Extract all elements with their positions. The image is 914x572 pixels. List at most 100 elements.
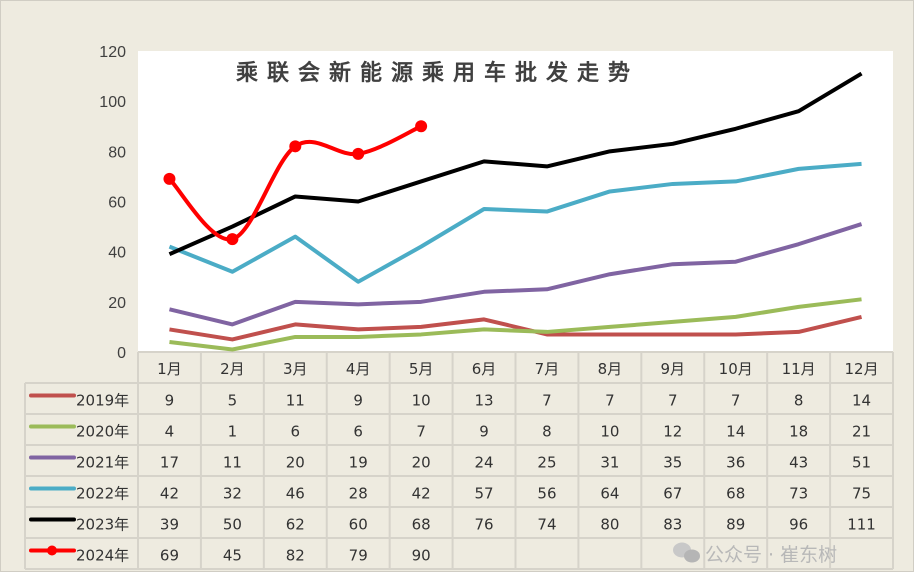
data-cell: 56 (537, 485, 556, 503)
table-row: 2022年 42 32 46 28 42 57 56 64 67 68 73 75 (29, 485, 871, 503)
x-tick-label: 8月 (598, 360, 623, 378)
data-cell: 11 (223, 454, 242, 472)
data-cell: 24 (474, 454, 493, 472)
data-cell: 80 (600, 516, 619, 534)
data-cell: 69 (160, 547, 179, 565)
legend-label: 2022年 (76, 485, 129, 503)
data-cell: 20 (412, 454, 431, 472)
data-cell: 42 (160, 485, 179, 503)
data-cell: 7 (542, 392, 552, 410)
data-cell: 68 (726, 485, 745, 503)
data-cell: 28 (349, 485, 368, 503)
y-tick-label: 20 (108, 295, 126, 312)
x-tick-label: 7月 (535, 360, 560, 378)
data-cell: 8 (794, 392, 804, 410)
y-tick-label: 120 (99, 44, 126, 61)
table-row: 2019年 9 5 11 9 10 13 7 7 7 7 8 14 (29, 392, 871, 410)
data-cell: 89 (726, 516, 745, 534)
data-cell: 17 (160, 454, 179, 472)
legend-marker-key (47, 545, 57, 556)
data-cell: 19 (349, 454, 368, 472)
data-cell: 39 (160, 516, 179, 534)
data-cell: 18 (789, 423, 808, 441)
x-tick-label: 9月 (661, 360, 686, 378)
data-cell: 96 (789, 516, 808, 534)
data-cell: 13 (474, 392, 493, 410)
legend-label: 2021年 (76, 454, 129, 472)
series-line-2020年 (169, 297, 862, 352)
data-cell: 67 (663, 485, 682, 503)
data-cell: 43 (789, 454, 808, 472)
x-tick-label: 4月 (346, 360, 371, 378)
legend-label: 2019年 (76, 392, 129, 410)
data-cell: 7 (731, 392, 741, 410)
data-cell: 7 (668, 392, 678, 410)
y-tick-label: 100 (99, 94, 126, 111)
data-cell: 9 (353, 392, 363, 410)
data-cell: 50 (223, 516, 242, 534)
data-cell: 11 (286, 392, 305, 410)
data-cell: 46 (286, 485, 305, 503)
data-cell: 10 (600, 423, 619, 441)
watermark-text: 公众号 · 崔东树 (705, 544, 837, 566)
data-cell: 73 (789, 485, 808, 503)
series-line-2019年 (169, 314, 863, 342)
data-cell: 10 (412, 392, 431, 410)
data-cell: 36 (726, 454, 745, 472)
y-tick-label: 80 (108, 144, 126, 161)
x-tick-label: 12月 (844, 360, 878, 378)
data-cell: 6 (353, 423, 363, 441)
table-row: 2023年 39 50 62 60 68 76 74 80 83 89 96 111 (29, 516, 876, 534)
data-point-marker (163, 172, 176, 185)
data-cell: 25 (537, 454, 556, 472)
data-cell: 45 (223, 547, 242, 565)
y-tick-label: 40 (108, 245, 126, 262)
data-cell: 62 (286, 516, 305, 534)
data-cell: 14 (726, 423, 745, 441)
data-cell: 42 (412, 485, 431, 503)
x-tick-label: 2月 (220, 360, 245, 378)
watermark: 公众号 · 崔东树 (673, 542, 837, 566)
x-tick-label: 3月 (283, 360, 308, 378)
data-cell: 82 (286, 547, 305, 565)
data-cell: 14 (852, 392, 871, 410)
data-cell: 64 (600, 485, 619, 503)
legend-label: 2023年 (76, 516, 129, 534)
series-line-2023年 (168, 71, 863, 257)
data-cell: 21 (852, 423, 871, 441)
series-line-2021年 (168, 222, 863, 327)
data-cell: 35 (663, 454, 682, 472)
data-cell: 60 (349, 516, 368, 534)
wechat-icon (673, 542, 700, 563)
data-point-marker (289, 140, 302, 153)
data-cell: 83 (663, 516, 682, 534)
data-cell: 111 (847, 516, 876, 534)
data-point-marker (415, 120, 428, 133)
series-line-2022年 (168, 161, 862, 284)
x-tick-label: 1月 (157, 360, 182, 378)
y-tick-label: 60 (108, 195, 126, 212)
data-cell: 75 (852, 485, 871, 503)
chart-title: 乘联会新能源乘用车批发走势 (235, 60, 639, 86)
table-row: 2020年 4 1 6 6 7 9 8 10 12 14 18 21 (29, 423, 871, 441)
data-cell: 74 (537, 516, 556, 534)
table-row: 2024年 69 45 82 79 90 (29, 545, 431, 565)
data-cell: 7 (605, 392, 615, 410)
series-line-2024年 (167, 124, 422, 242)
data-cell: 32 (223, 485, 242, 503)
data-cell: 90 (412, 547, 431, 565)
data-cell: 4 (165, 423, 175, 441)
data-cell: 51 (852, 454, 871, 472)
table-row: 2021年 17 11 20 19 20 24 25 31 35 36 43 51 (29, 454, 871, 472)
x-tick-label: 11月 (782, 360, 816, 378)
y-tick-label: 0 (117, 345, 126, 362)
data-cell: 1 (228, 423, 238, 441)
data-cell: 8 (542, 423, 552, 441)
data-cell: 31 (600, 454, 619, 472)
legend-label: 2024年 (76, 547, 129, 565)
x-tick-label: 5月 (409, 360, 434, 378)
data-cell: 5 (228, 392, 238, 410)
data-cell: 57 (474, 485, 493, 503)
data-cell: 76 (474, 516, 493, 534)
